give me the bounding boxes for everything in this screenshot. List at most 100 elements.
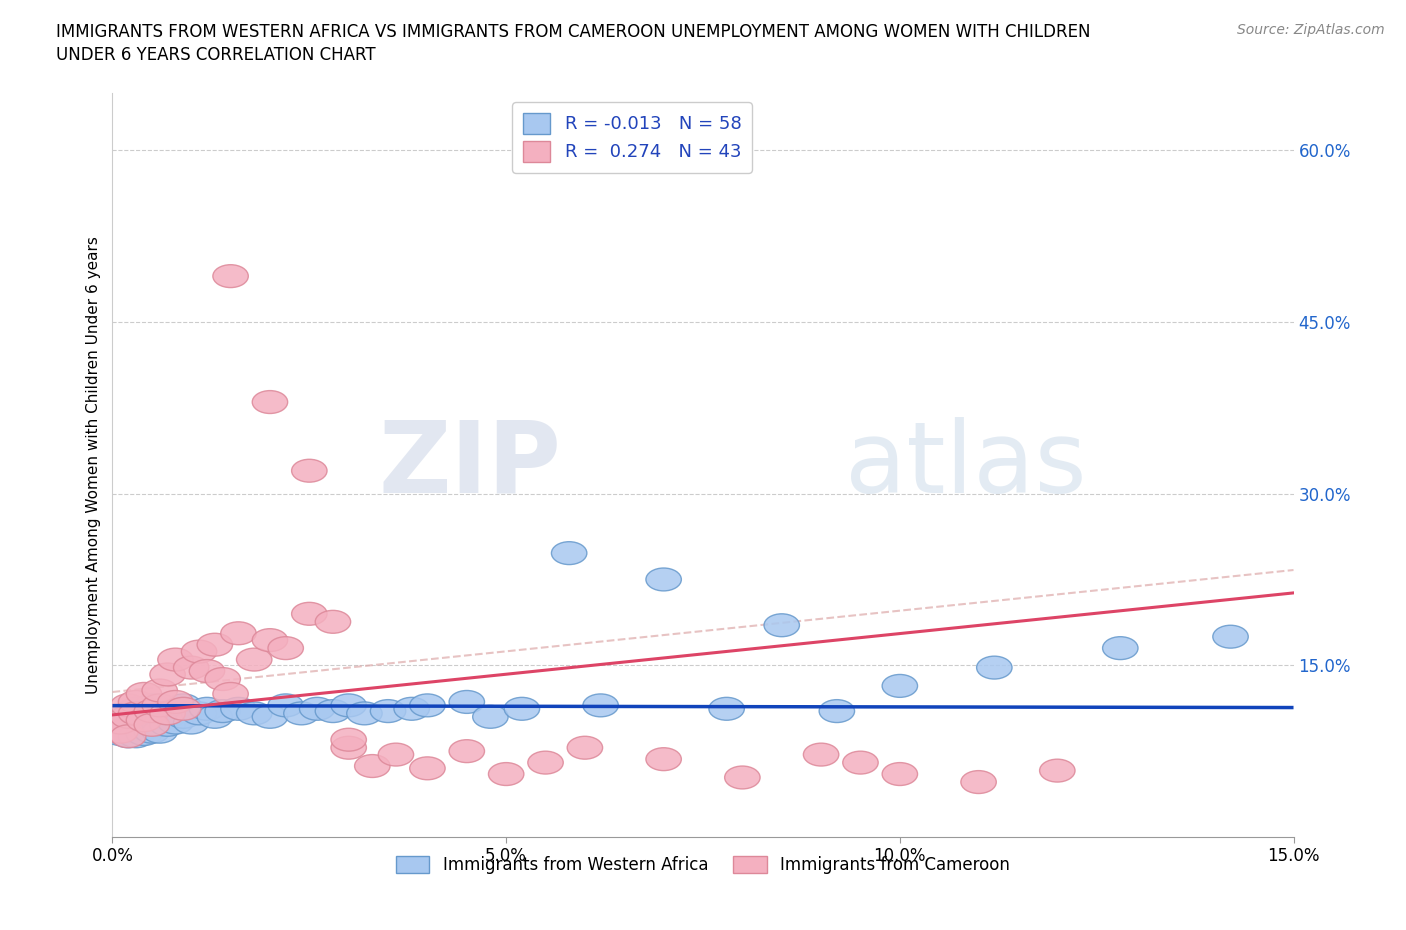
Ellipse shape (111, 711, 146, 734)
Ellipse shape (252, 629, 288, 652)
Ellipse shape (505, 698, 540, 720)
Ellipse shape (284, 702, 319, 724)
Ellipse shape (197, 705, 232, 728)
Ellipse shape (527, 751, 564, 774)
Ellipse shape (842, 751, 879, 774)
Ellipse shape (190, 659, 225, 683)
Ellipse shape (127, 709, 162, 732)
Ellipse shape (118, 713, 153, 737)
Ellipse shape (354, 754, 389, 777)
Ellipse shape (269, 637, 304, 659)
Ellipse shape (291, 603, 328, 625)
Ellipse shape (166, 698, 201, 720)
Ellipse shape (378, 743, 413, 766)
Ellipse shape (142, 705, 177, 728)
Ellipse shape (724, 766, 761, 789)
Ellipse shape (127, 705, 162, 728)
Ellipse shape (315, 699, 350, 723)
Ellipse shape (409, 757, 446, 779)
Ellipse shape (221, 698, 256, 720)
Ellipse shape (103, 711, 138, 734)
Ellipse shape (960, 771, 997, 793)
Ellipse shape (134, 713, 170, 737)
Ellipse shape (205, 699, 240, 723)
Ellipse shape (803, 743, 839, 766)
Ellipse shape (118, 698, 153, 720)
Ellipse shape (103, 705, 138, 728)
Y-axis label: Unemployment Among Women with Children Under 6 years: Unemployment Among Women with Children U… (86, 236, 101, 694)
Ellipse shape (127, 717, 162, 739)
Ellipse shape (118, 690, 153, 713)
Ellipse shape (111, 705, 146, 728)
Ellipse shape (763, 614, 800, 637)
Ellipse shape (142, 713, 177, 737)
Ellipse shape (150, 713, 186, 737)
Ellipse shape (134, 694, 170, 717)
Ellipse shape (134, 711, 170, 734)
Ellipse shape (166, 694, 201, 717)
Text: IMMIGRANTS FROM WESTERN AFRICA VS IMMIGRANTS FROM CAMEROON UNEMPLOYMENT AMONG WO: IMMIGRANTS FROM WESTERN AFRICA VS IMMIGR… (56, 23, 1091, 41)
Ellipse shape (190, 698, 225, 720)
Ellipse shape (150, 705, 186, 728)
Ellipse shape (409, 694, 446, 717)
Legend: Immigrants from Western Africa, Immigrants from Cameroon: Immigrants from Western Africa, Immigran… (389, 849, 1017, 881)
Ellipse shape (150, 702, 186, 724)
Ellipse shape (103, 717, 138, 739)
Ellipse shape (157, 699, 193, 723)
Ellipse shape (157, 648, 193, 671)
Ellipse shape (394, 698, 429, 720)
Ellipse shape (111, 724, 146, 748)
Ellipse shape (269, 694, 304, 717)
Ellipse shape (330, 728, 367, 751)
Ellipse shape (134, 699, 170, 723)
Ellipse shape (370, 699, 406, 723)
Ellipse shape (181, 702, 217, 724)
Ellipse shape (181, 640, 217, 663)
Ellipse shape (252, 391, 288, 414)
Ellipse shape (221, 622, 256, 644)
Ellipse shape (197, 633, 232, 657)
Ellipse shape (449, 739, 485, 763)
Ellipse shape (1213, 625, 1249, 648)
Ellipse shape (236, 648, 271, 671)
Text: ZIP: ZIP (378, 417, 561, 513)
Ellipse shape (820, 699, 855, 723)
Ellipse shape (1039, 759, 1076, 782)
Ellipse shape (347, 702, 382, 724)
Ellipse shape (173, 657, 209, 679)
Ellipse shape (166, 705, 201, 728)
Ellipse shape (127, 683, 162, 705)
Ellipse shape (103, 720, 138, 743)
Ellipse shape (551, 541, 586, 565)
Ellipse shape (1102, 637, 1137, 659)
Text: atlas: atlas (845, 417, 1087, 513)
Ellipse shape (882, 674, 918, 698)
Ellipse shape (882, 763, 918, 786)
Ellipse shape (111, 694, 146, 717)
Ellipse shape (134, 720, 170, 743)
Ellipse shape (142, 679, 177, 702)
Ellipse shape (315, 610, 350, 633)
Ellipse shape (173, 711, 209, 734)
Text: UNDER 6 YEARS CORRELATION CHART: UNDER 6 YEARS CORRELATION CHART (56, 46, 375, 64)
Ellipse shape (212, 265, 249, 287)
Ellipse shape (142, 720, 177, 743)
Ellipse shape (449, 690, 485, 713)
Ellipse shape (709, 698, 744, 720)
Ellipse shape (330, 737, 367, 759)
Ellipse shape (205, 668, 240, 690)
Ellipse shape (977, 657, 1012, 679)
Ellipse shape (236, 702, 271, 724)
Ellipse shape (103, 723, 138, 746)
Ellipse shape (299, 698, 335, 720)
Ellipse shape (134, 702, 170, 724)
Ellipse shape (118, 724, 153, 748)
Ellipse shape (472, 705, 508, 728)
Ellipse shape (142, 694, 177, 717)
Ellipse shape (583, 694, 619, 717)
Ellipse shape (157, 690, 193, 713)
Ellipse shape (645, 748, 682, 771)
Ellipse shape (567, 737, 603, 759)
Ellipse shape (157, 711, 193, 734)
Ellipse shape (118, 702, 153, 724)
